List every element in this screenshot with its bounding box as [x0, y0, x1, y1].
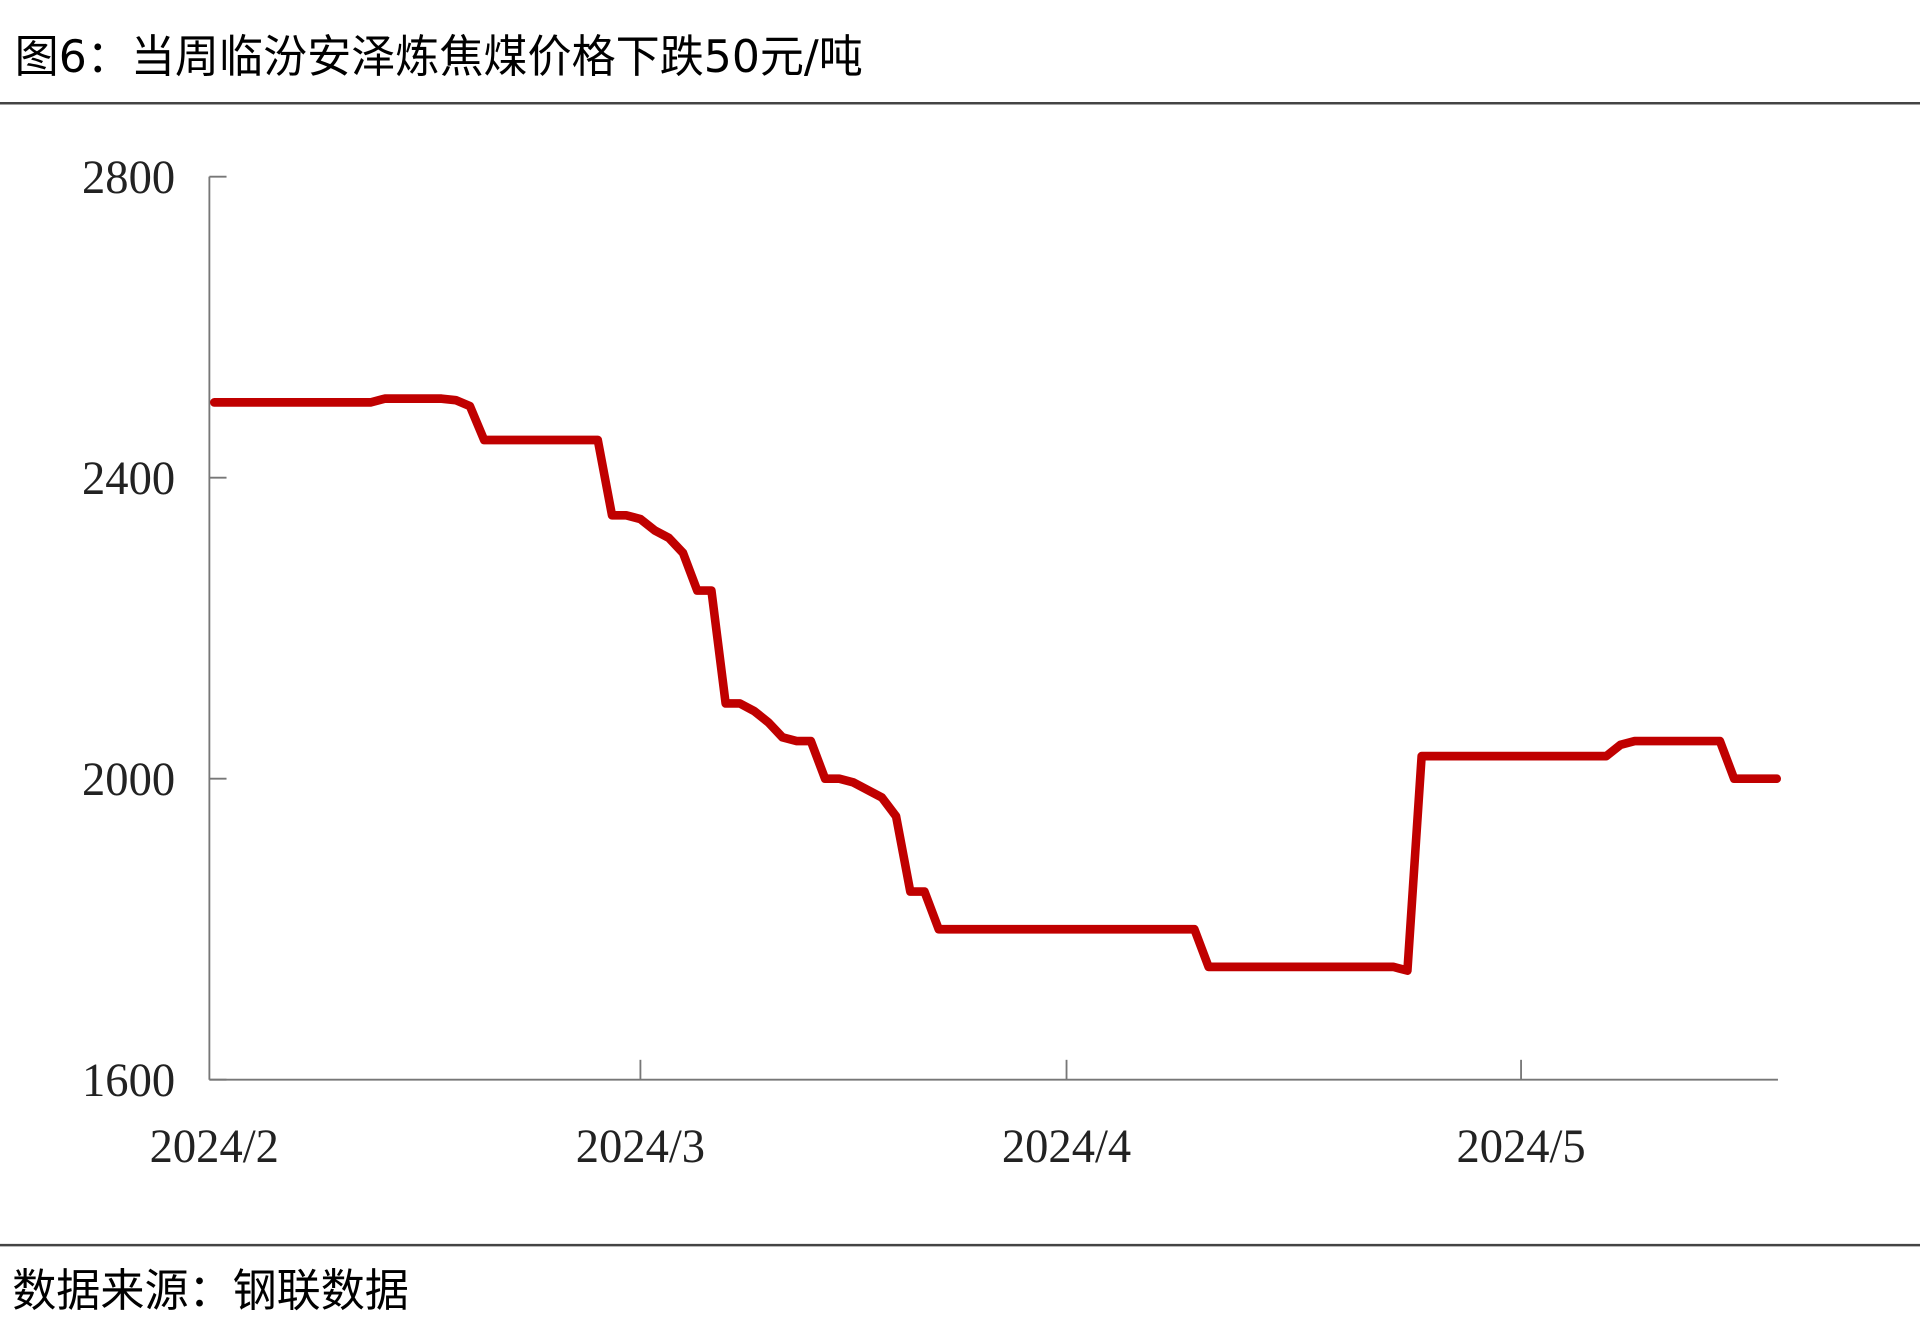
y-tick-label: 2400	[82, 453, 175, 505]
y-tick-label: 2800	[82, 151, 175, 203]
price-line	[210, 394, 1782, 975]
y-tick-label: 2000	[82, 754, 175, 806]
source: 数据来源：钢联数据	[12, 1266, 409, 1317]
x-tick-label: 2024/4	[1002, 1121, 1131, 1173]
x-tick-label: 2024/5	[1456, 1121, 1585, 1173]
chart-title: 图6：当周临汾安泽炼焦煤价格下跌50元/吨	[15, 32, 863, 83]
x-tick-label: 2024/2	[150, 1121, 279, 1173]
x-tick-label: 2024/3	[576, 1121, 705, 1173]
y-tick-label: 1600	[82, 1055, 175, 1107]
